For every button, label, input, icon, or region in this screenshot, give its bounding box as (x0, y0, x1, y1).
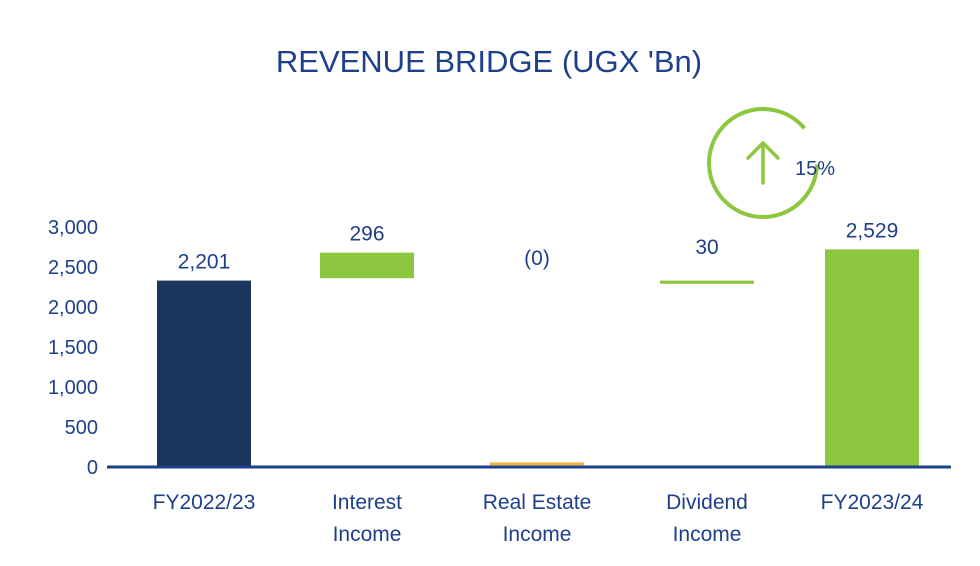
category-label: FY2022/23 (153, 491, 256, 514)
data-label: 296 (349, 223, 384, 246)
y-tick-label: 3,000 (48, 217, 98, 239)
y-tick-label: 2,500 (48, 257, 98, 279)
growth-annotation: 15% (707, 106, 835, 219)
category-label: Income (503, 523, 572, 546)
y-tick-label: 1,500 (48, 337, 98, 359)
bars (157, 249, 919, 467)
category-label: Income (333, 523, 402, 546)
bar-1 (320, 252, 414, 279)
bar-4 (825, 249, 919, 467)
y-axis-ticks: 0 500 1,000 1,500 2,000 2,500 3,000 (48, 217, 98, 479)
data-label: (0) (524, 247, 550, 270)
category-label: Income (673, 523, 742, 546)
y-tick-label: 500 (65, 417, 98, 439)
category-label: FY2023/24 (821, 491, 924, 514)
y-tick-label: 2,000 (48, 297, 98, 319)
bar-0 (157, 280, 251, 467)
category-labels: FY2022/23 Interest Income Real Estate Income… (153, 491, 924, 546)
y-tick-label: 1,000 (48, 377, 98, 399)
data-label: 2,529 (846, 219, 899, 242)
data-label: 2,201 (178, 251, 231, 274)
data-label: 30 (695, 236, 718, 259)
bar-3 (660, 280, 754, 284)
category-label: Interest (332, 491, 402, 514)
y-tick-label: 0 (87, 457, 98, 479)
growth-label: 15% (795, 158, 835, 180)
up-arrow-icon (746, 141, 780, 185)
chart-title: REVENUE BRIDGE (UGX 'Bn) (276, 44, 702, 79)
data-labels: 2,201 296 (0) 30 2,529 (178, 219, 899, 273)
bar-2 (490, 462, 584, 466)
category-label: Real Estate (483, 491, 592, 514)
category-label: Dividend (666, 491, 748, 514)
growth-circle (707, 106, 819, 219)
